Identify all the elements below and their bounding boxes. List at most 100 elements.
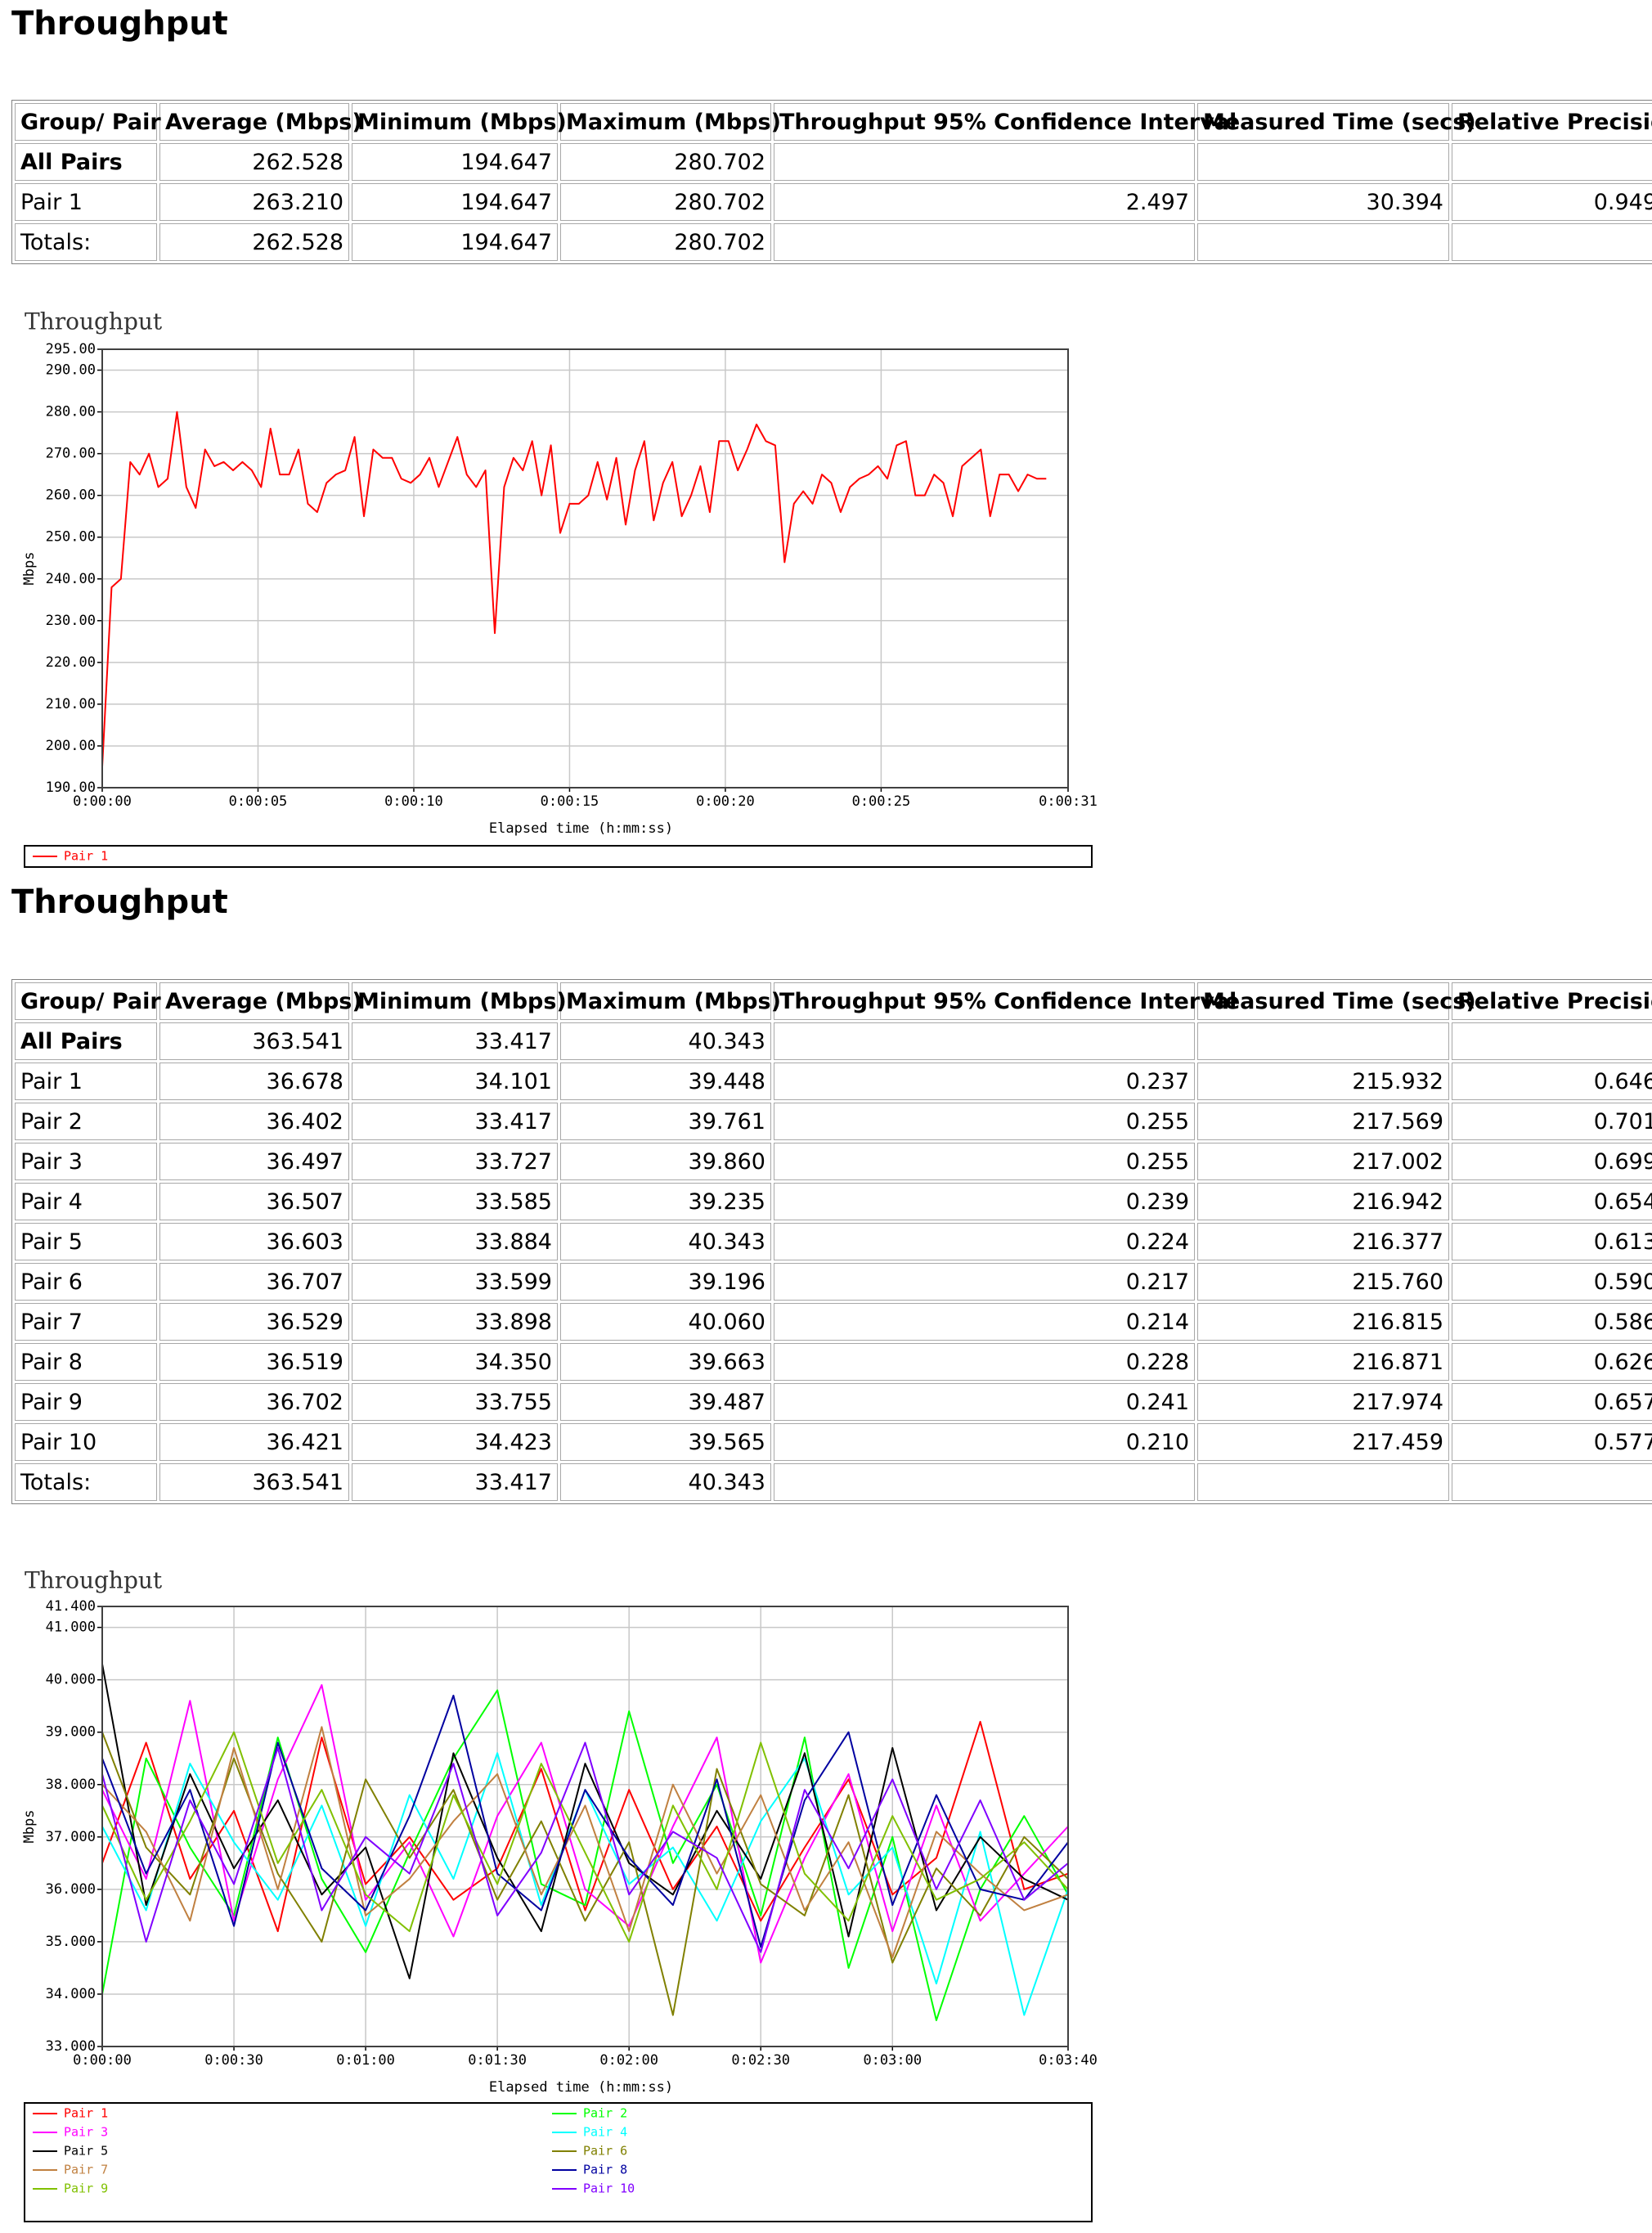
series-line xyxy=(101,1731,1069,1943)
table-cell: 0.241 xyxy=(774,1383,1195,1421)
table-cell: 39.663 xyxy=(560,1343,771,1381)
table-cell: Pair 2 xyxy=(15,1103,157,1140)
table-cell xyxy=(1452,1022,1652,1060)
plot-frame xyxy=(101,1606,1069,2047)
table-cell: 363.541 xyxy=(159,1463,349,1501)
table-cell: 280.702 xyxy=(560,223,771,261)
table-cell: 39.761 xyxy=(560,1103,771,1140)
y-tick-label: 41.400 xyxy=(46,1598,96,1615)
table-cell: 33.417 xyxy=(352,1103,558,1140)
y-tick-label: 250.00 xyxy=(46,529,96,546)
y-tick-label: 210.00 xyxy=(46,696,96,712)
y-axis-label: Mbps xyxy=(21,552,38,586)
legend-label: Pair 10 xyxy=(583,2181,635,2196)
legend-label: Pair 1 xyxy=(64,849,108,864)
table-cell: 0.255 xyxy=(774,1143,1195,1180)
table-cell: Pair 9 xyxy=(15,1383,157,1421)
table-cell: 0.699 xyxy=(1452,1143,1652,1180)
legend-label: Pair 2 xyxy=(583,2106,627,2121)
table-cell: 0.228 xyxy=(774,1343,1195,1381)
table-row: Pair 5 36.603 33.884 40.343 0.224 216.377 0.61… xyxy=(15,1223,1652,1260)
table-cell: 0.613 xyxy=(1452,1223,1652,1260)
header-cell: Minimum (Mbps) xyxy=(352,103,567,141)
table-cell: 0.217 xyxy=(774,1263,1195,1301)
x-tick-label: 0:03:00 xyxy=(863,2052,922,2069)
table-cell: 262.528 xyxy=(159,223,349,261)
y-tick-label: 36.000 xyxy=(46,1881,96,1898)
y-tick-label: 240.00 xyxy=(46,571,96,587)
table-cell: 40.343 xyxy=(560,1223,771,1260)
table-cell: 34.101 xyxy=(352,1063,558,1100)
table-cell: Pair 10 xyxy=(15,1423,157,1461)
legend-label: Pair 3 xyxy=(64,2125,108,2140)
table-row: Pair 6 36.707 33.599 39.196 0.217 215.760 0.59… xyxy=(15,1263,1652,1301)
y-tick-label: 37.000 xyxy=(46,1829,96,1845)
series-line xyxy=(101,1720,1069,1933)
header-cell: Relative Precision xyxy=(1452,103,1652,141)
header-cell: Throughput 95% Confidence Interval xyxy=(774,982,1237,1020)
table-cell: 36.678 xyxy=(159,1063,349,1100)
throughput-table: Group/ Pair Average (Mbps) Minimum (Mbps) M… xyxy=(11,100,1652,264)
table-row: Pair 7 36.529 33.898 40.060 0.214 216.815 0.58… xyxy=(15,1303,1652,1341)
header-cell: Average (Mbps) xyxy=(159,103,362,141)
legend-label: Pair 8 xyxy=(583,2163,627,2177)
table-cell: 36.529 xyxy=(159,1303,349,1341)
x-tick-label: 0:00:30 xyxy=(204,2052,263,2069)
table-cell: 39.448 xyxy=(560,1063,771,1100)
x-tick-label: 0:03:40 xyxy=(1039,2052,1098,2069)
table-cell: 2.497 xyxy=(774,183,1195,221)
table-cell: 0.949 xyxy=(1452,183,1652,221)
table-body: Group/ Pair Average (Mbps) Minimum (Mbps) M… xyxy=(15,103,1652,261)
table-cell: 34.350 xyxy=(352,1343,558,1381)
table-cell: Pair 8 xyxy=(15,1343,157,1381)
y-tick-label: 220.00 xyxy=(46,654,96,671)
table-row: Pair 1 36.678 34.101 39.448 0.237 215.932 0.64… xyxy=(15,1063,1652,1100)
table-cell: 36.603 xyxy=(159,1223,349,1260)
table-cell xyxy=(774,1022,1195,1060)
table-row: All Pairs 262.528 194.647 280.702 xyxy=(15,143,1652,181)
table-cell: 215.932 xyxy=(1197,1063,1449,1100)
table-row: Pair 1 263.210 194.647 280.702 2.497 30.394 0.… xyxy=(15,183,1652,221)
table-cell: 33.585 xyxy=(352,1183,558,1220)
header-cell: Maximum (Mbps) xyxy=(560,103,781,141)
table-cell: 0.646 xyxy=(1452,1063,1652,1100)
table-cell: 33.884 xyxy=(352,1223,558,1260)
section-heading: Throughput xyxy=(11,883,228,921)
table-cell xyxy=(774,223,1195,261)
table-cell: 39.196 xyxy=(560,1263,771,1301)
x-tick-label: 0:00:05 xyxy=(229,793,288,810)
y-tick-label: 290.00 xyxy=(46,362,96,379)
table-cell: 39.487 xyxy=(560,1383,771,1421)
table-cell: All Pairs xyxy=(15,143,157,181)
header-cell: Minimum (Mbps) xyxy=(352,982,567,1020)
table-cell: 36.402 xyxy=(159,1103,349,1140)
table-cell: 216.942 xyxy=(1197,1183,1449,1220)
table-cell: 216.377 xyxy=(1197,1223,1449,1260)
legend-box xyxy=(24,2102,1093,2222)
legend-box xyxy=(24,845,1093,868)
table-cell: 263.210 xyxy=(159,183,349,221)
x-tick-label: 0:01:00 xyxy=(336,2052,395,2069)
table-cell: 0.657 xyxy=(1452,1383,1652,1421)
table-cell: Totals: xyxy=(15,223,157,261)
series-line xyxy=(101,1694,1069,1948)
table-cell: 33.417 xyxy=(352,1463,558,1501)
table-cell: Pair 4 xyxy=(15,1183,157,1220)
table-cell: 280.702 xyxy=(560,183,771,221)
table-row: Pair 9 36.702 33.755 39.487 0.241 217.974 0.65… xyxy=(15,1383,1652,1421)
table-cell: Pair 3 xyxy=(15,1143,157,1180)
table-cell: Totals: xyxy=(15,1463,157,1501)
table-cell: 0.586 xyxy=(1452,1303,1652,1341)
table-cell: 34.423 xyxy=(352,1423,558,1461)
legend-label: Pair 5 xyxy=(64,2144,108,2159)
table-cell: Pair 6 xyxy=(15,1263,157,1301)
table-cell: 217.974 xyxy=(1197,1383,1449,1421)
series-line xyxy=(101,411,1047,767)
table-cell: Pair 5 xyxy=(15,1223,157,1260)
header-row: Group/ Pair Average (Mbps) Minimum (Mbps) M… xyxy=(15,103,1652,141)
table-cell: 36.421 xyxy=(159,1423,349,1461)
table-cell: 36.497 xyxy=(159,1143,349,1180)
y-tick-label: 33.000 xyxy=(46,2038,96,2055)
section-heading: Throughput xyxy=(11,5,228,43)
